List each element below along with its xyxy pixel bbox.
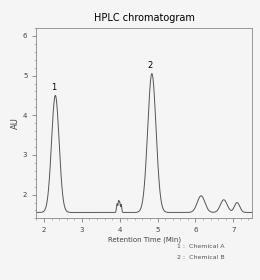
- Text: 2: 2: [147, 61, 153, 71]
- Text: 1 :  Chemical A: 1 : Chemical A: [177, 244, 224, 249]
- Title: HPLC chromatogram: HPLC chromatogram: [94, 13, 195, 23]
- Text: 2 :  Chemical B: 2 : Chemical B: [177, 255, 224, 260]
- Text: 1: 1: [51, 83, 56, 92]
- X-axis label: Retention Time (Min): Retention Time (Min): [108, 236, 181, 243]
- Y-axis label: AU: AU: [11, 117, 20, 129]
